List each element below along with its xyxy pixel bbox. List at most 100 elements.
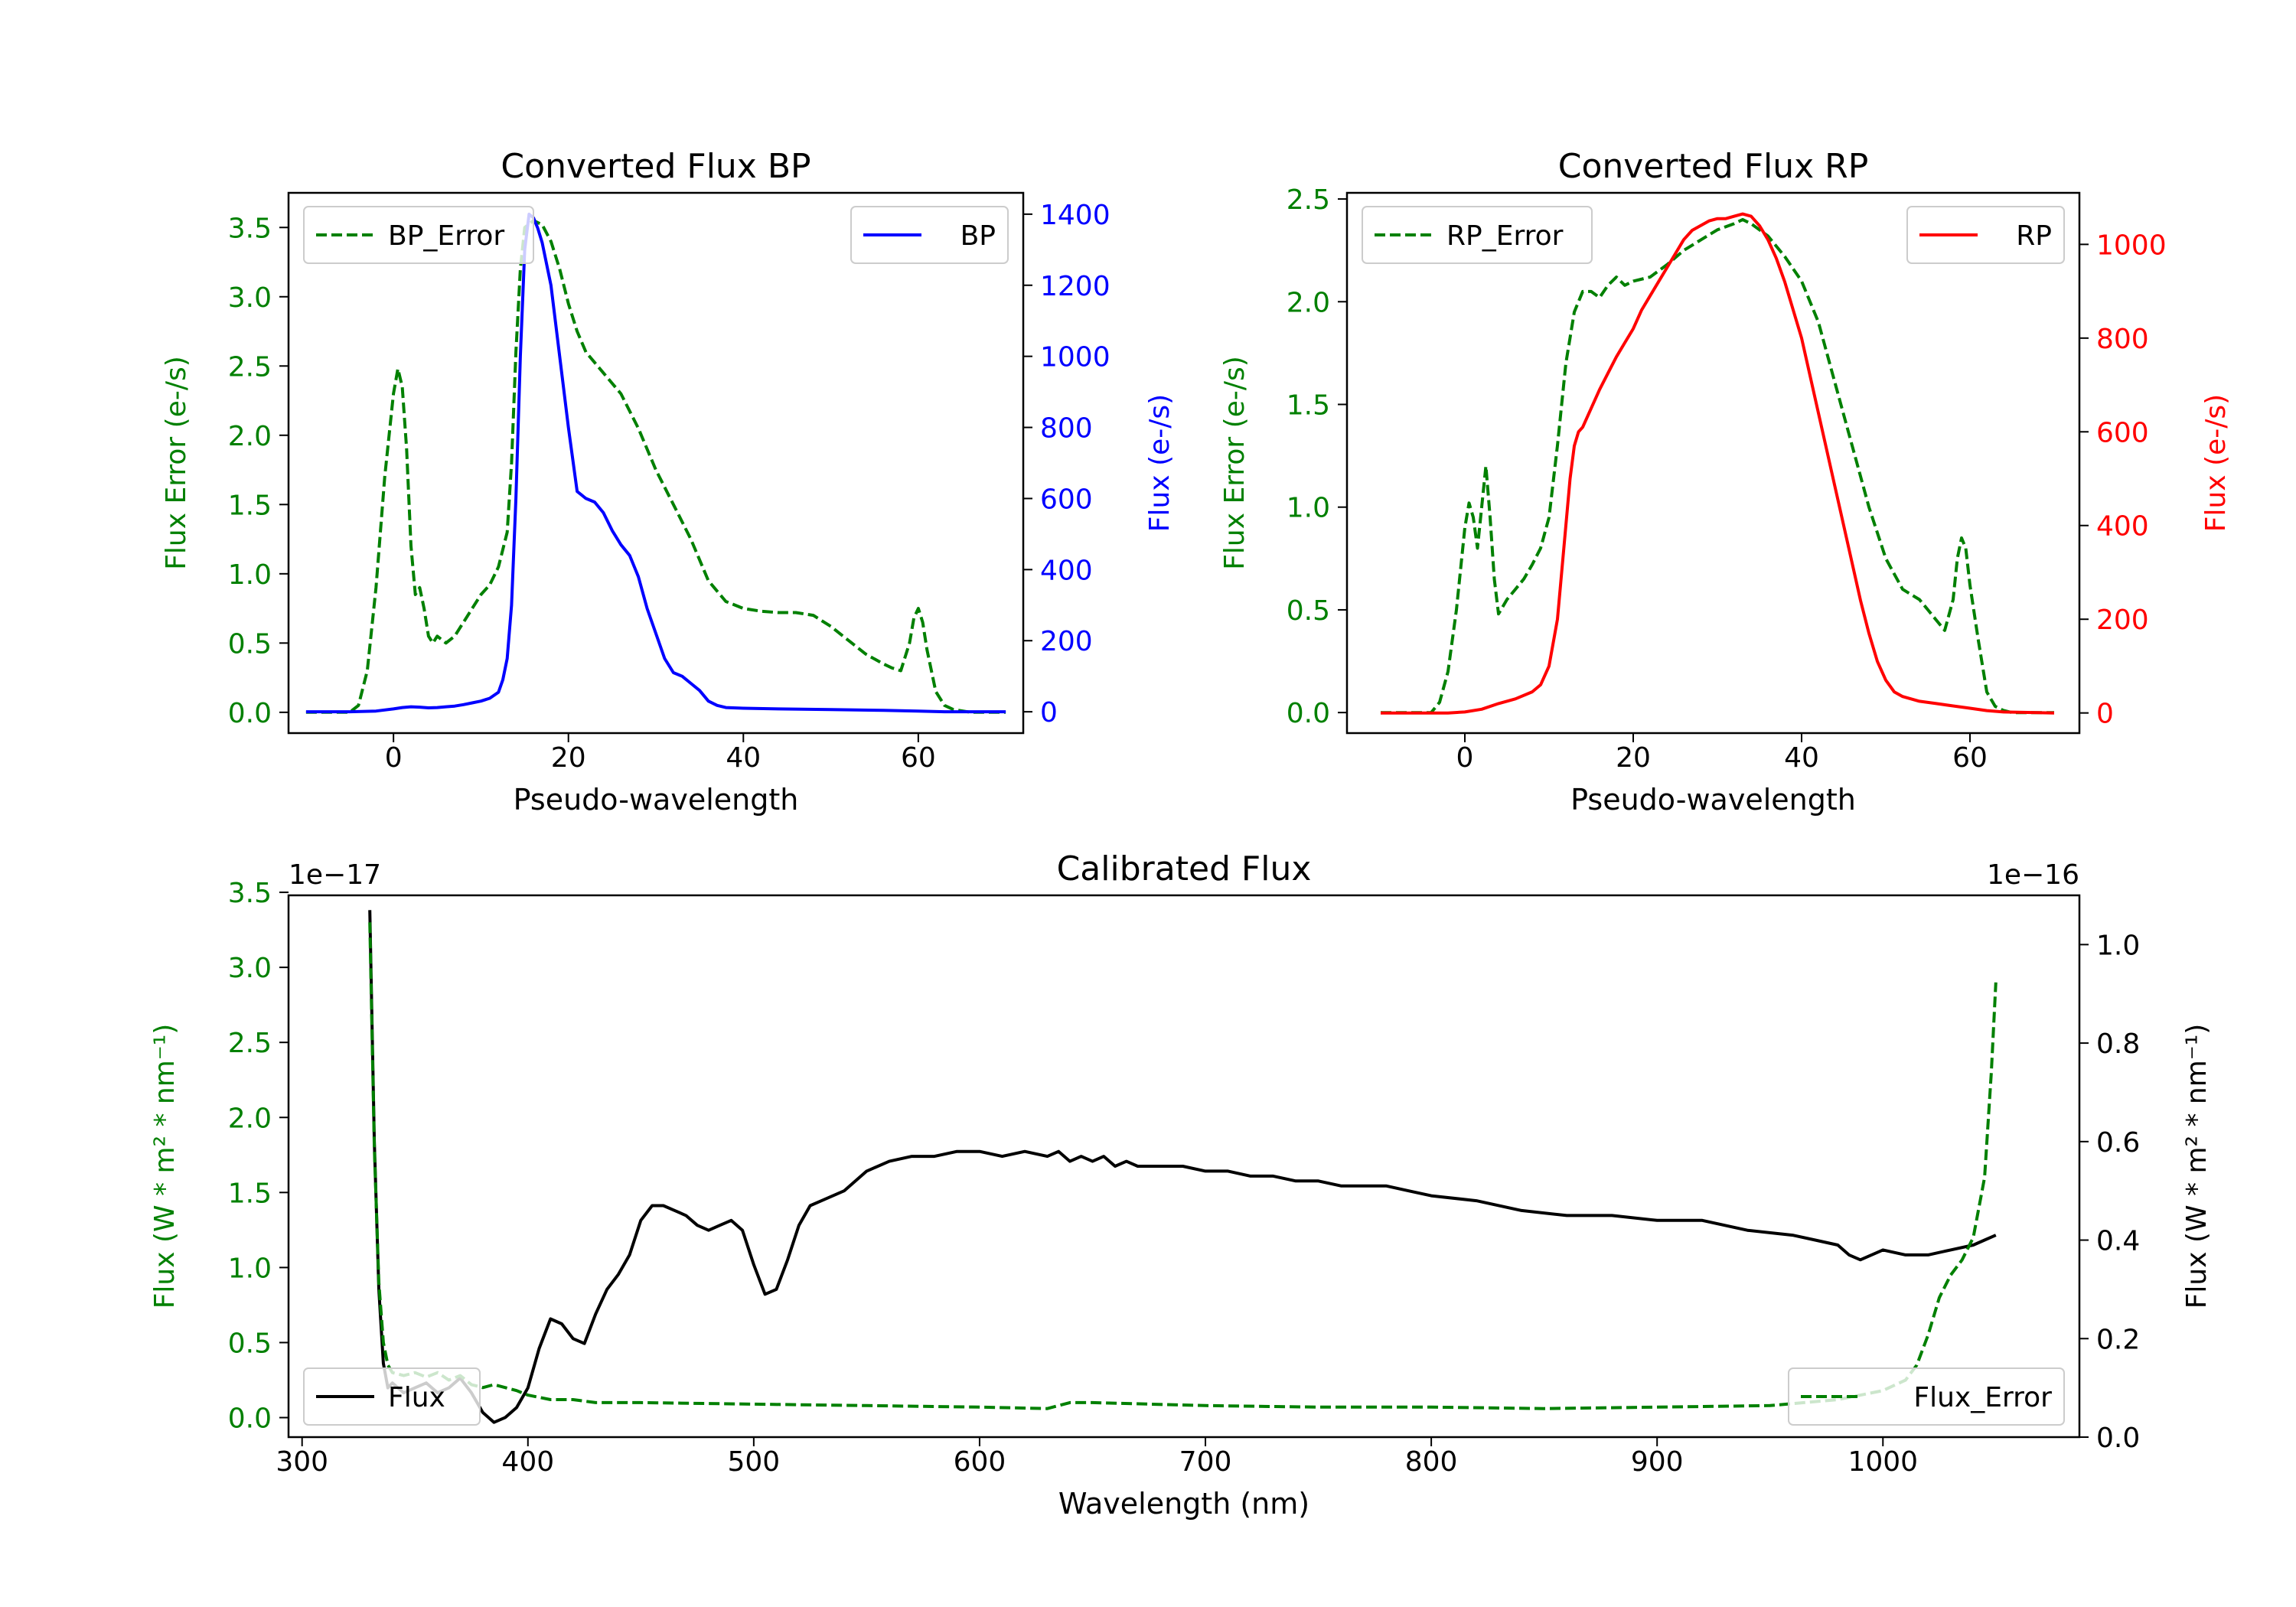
chart3-ytick-right-label: 1.0 xyxy=(2096,930,2140,961)
chart1-legend-left: BP_Error xyxy=(303,206,534,264)
chart3-legend-left: Flux xyxy=(303,1367,481,1426)
chart3-xtick-label: 300 xyxy=(276,1446,328,1478)
chart3-series-flux xyxy=(368,910,1997,1424)
chart3-ytick-right-label: 0.0 xyxy=(2096,1423,2140,1454)
chart2-xlabel: Pseudo-wavelength xyxy=(1570,783,1856,817)
chart1-ytick-left-label: 3.0 xyxy=(228,282,272,314)
chart2-ytick-left-label: 2.0 xyxy=(1287,287,1330,318)
chart3-plot: 300 400 500 600 700 800 900 1000 0.0 0.5 1.0 1.5 2.0… xyxy=(149,849,2213,1521)
chart1-legend-right: BP xyxy=(850,206,1009,264)
chart2-ytick-left-label: 0.0 xyxy=(1287,698,1330,729)
chart3-xtick-label: 800 xyxy=(1405,1446,1458,1478)
chart3-ytick-right-label: 0.2 xyxy=(2096,1324,2140,1355)
chart2-legend-left-label: RP_Error xyxy=(1446,220,1564,252)
chart1-ytick-left-label: 0.5 xyxy=(228,628,272,660)
chart1-ytick-right-label: 800 xyxy=(1040,413,1093,445)
chart3-xtick-label: 400 xyxy=(501,1446,554,1478)
chart3-ytick-right-label: 0.4 xyxy=(2096,1226,2140,1257)
chart1-xtick-label: 20 xyxy=(551,742,586,774)
chart3-ylabel-right: Flux (W * m² * nm⁻¹) xyxy=(2181,1024,2213,1309)
chart1-ytick-right-label: 400 xyxy=(1040,555,1093,586)
chart3-xlabel: Wavelength (nm) xyxy=(1058,1487,1309,1521)
chart2-ytick-right-label: 200 xyxy=(2096,605,2149,636)
chart1-ytick-left-label: 3.5 xyxy=(228,213,272,244)
chart3-ylabel-left: Flux (W * m² * nm⁻¹) xyxy=(149,1024,181,1309)
chart1-legend-right-box xyxy=(850,206,1009,264)
chart2-legend-left-box xyxy=(1362,206,1593,264)
chart3-ytick-left-label: 3.0 xyxy=(228,953,272,984)
chart1-ytick-right-label: 1200 xyxy=(1040,271,1110,302)
chart1-ytick-left-label: 2.0 xyxy=(228,421,272,452)
chart3-offset-right: 1e−16 xyxy=(1987,859,2079,891)
chart2-xtick-label: 20 xyxy=(1616,742,1651,774)
chart2-legend-right-box xyxy=(1906,206,2065,264)
chart3-frame xyxy=(287,894,2081,1439)
chart3-xtick-label: 900 xyxy=(1631,1446,1684,1478)
chart2-xtick-label: 40 xyxy=(1784,742,1819,774)
chart3-ytick-left-label: 1.0 xyxy=(228,1253,272,1284)
chart1-xtick-label: 0 xyxy=(385,742,403,774)
chart1-legend-right-label: BP xyxy=(960,220,996,252)
chart1-ytick-right-label: 600 xyxy=(1040,484,1093,515)
chart3-ytick-left-label: 0.5 xyxy=(228,1328,272,1359)
chart1-title: Converted Flux BP xyxy=(501,147,810,186)
chart3-ytick-left-label: 0.0 xyxy=(228,1403,272,1435)
chart2-ytick-left-label: 0.5 xyxy=(1287,595,1330,627)
chart1-xtick-label: 60 xyxy=(901,742,936,774)
chart3-legend-right: Flux_Error xyxy=(1788,1367,2065,1426)
chart3-xtick-label: 700 xyxy=(1179,1446,1232,1478)
chart1-ytick-right-label: 200 xyxy=(1040,626,1093,657)
chart1-ytick-right-label: 1400 xyxy=(1040,200,1110,231)
chart1-xlabel: Pseudo-wavelength xyxy=(514,783,799,817)
chart1-ytick-left-label: 1.5 xyxy=(228,490,272,521)
chart2-ylabel-right: Flux (e-/s) xyxy=(2200,394,2232,532)
chart3-legend-right-box xyxy=(1788,1367,2065,1426)
chart1-ytick-right-label: 1000 xyxy=(1040,342,1110,373)
chart2-ytick-right-label: 1000 xyxy=(2096,230,2167,261)
chart1-ytick-left-label: 2.5 xyxy=(228,351,272,383)
chart3-xtick-label: 500 xyxy=(728,1446,781,1478)
chart3-ytick-left-label: 3.5 xyxy=(228,878,272,909)
chart1-plot: 0 20 40 60 0.0 0.5 1.0 1.5 2.0 2.5 3.0 3.5 0 200 400 60… xyxy=(161,147,1176,817)
chart2-xtick-label: 60 xyxy=(1952,742,1988,774)
chart3-ytick-right-label: 0.8 xyxy=(2096,1028,2140,1060)
chart3-title: Calibrated Flux xyxy=(1057,849,1312,888)
chart2-legend-right-label: RP xyxy=(2016,220,2052,252)
chart1-legend-left-label: BP_Error xyxy=(388,220,504,252)
chart2-ytick-right-label: 0 xyxy=(2096,699,2114,730)
chart2-legend-left: RP_Error xyxy=(1362,206,1593,264)
chart2-series-rp xyxy=(1381,212,2055,715)
chart1-series-bp-error xyxy=(305,219,1006,714)
chart2-ytick-left-label: 2.5 xyxy=(1287,184,1330,216)
chart3-ytick-left-label: 2.0 xyxy=(228,1103,272,1134)
chart3-ytick-left-label: 1.5 xyxy=(228,1178,272,1209)
chart3-xtick-label: 600 xyxy=(954,1446,1006,1478)
chart2-ylabel-left: Flux Error (e-/s) xyxy=(1219,356,1251,570)
chart1-frame xyxy=(287,191,1025,735)
chart3-legend-left-label: Flux xyxy=(388,1382,445,1413)
chart1-series-bp xyxy=(305,212,1006,714)
chart1-ylabel-left: Flux Error (e-/s) xyxy=(161,356,192,570)
chart2-series-rp-error xyxy=(1381,217,2054,715)
chart2-ytick-right-label: 800 xyxy=(2096,324,2149,355)
chart3-ytick-left-label: 2.5 xyxy=(228,1028,272,1059)
chart1-ytick-left-label: 0.0 xyxy=(228,698,272,729)
chart3-legend-right-label: Flux_Error xyxy=(1913,1382,2052,1413)
chart2-ytick-right-label: 600 xyxy=(2096,417,2149,448)
chart3-legend-left-box xyxy=(303,1367,481,1426)
chart2-xtick-label: 0 xyxy=(1456,742,1474,774)
chart2-frame xyxy=(1345,191,2081,735)
chart1-ylabel-right: Flux (e-/s) xyxy=(1144,394,1176,532)
chart2-legend-right: RP xyxy=(1906,206,2065,264)
chart2-title: Converted Flux RP xyxy=(1558,147,1869,186)
chart3-ytick-right-label: 0.6 xyxy=(2096,1127,2140,1159)
chart2-ytick-right-label: 400 xyxy=(2096,511,2149,543)
chart1-legend-left-box xyxy=(303,206,534,264)
chart3-offset-left: 1e−17 xyxy=(289,859,381,891)
chart1-xtick-label: 40 xyxy=(726,742,761,774)
chart2-plot: 0 20 40 60 0.0 0.5 1.0 1.5 2.0 2.5 0 200 400 600 800 10… xyxy=(1219,147,2232,817)
chart1-ytick-right-label: 0 xyxy=(1040,697,1058,729)
chart1-ytick-left-label: 1.0 xyxy=(228,559,272,591)
chart3-xtick-label: 1000 xyxy=(1848,1446,1918,1478)
